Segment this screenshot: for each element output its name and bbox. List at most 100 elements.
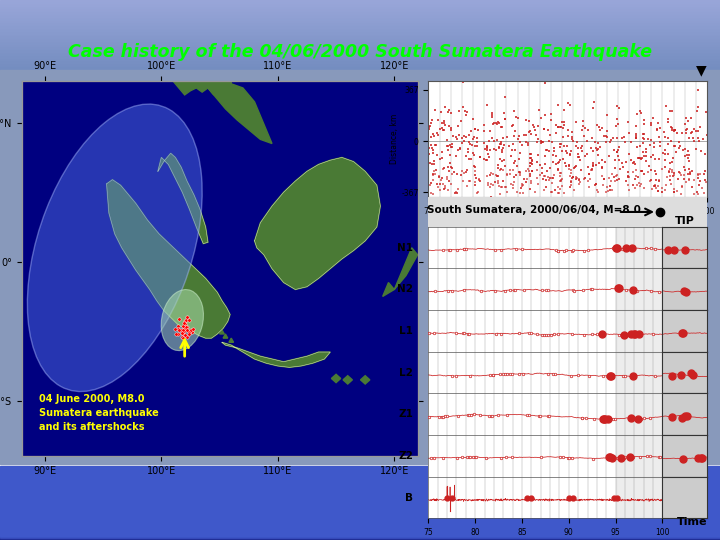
Point bbox=[626, 138, 637, 146]
Bar bbox=[0, 530, 720, 538]
Point bbox=[657, 188, 668, 197]
Point bbox=[437, 180, 449, 188]
Point bbox=[557, 133, 569, 141]
Point bbox=[436, 174, 447, 183]
Point bbox=[539, 79, 551, 87]
Point bbox=[467, 149, 478, 158]
Point bbox=[629, 160, 641, 169]
Point bbox=[600, 138, 611, 146]
Point bbox=[701, 130, 712, 139]
Point bbox=[650, 169, 662, 178]
Bar bbox=[0, 10, 720, 11]
Text: Z2: Z2 bbox=[398, 451, 413, 461]
Point bbox=[423, 125, 435, 133]
Point bbox=[659, 146, 670, 155]
Point bbox=[452, 185, 464, 193]
Point bbox=[667, 124, 678, 133]
Point bbox=[482, 141, 493, 150]
Text: L1: L1 bbox=[400, 326, 413, 336]
Point bbox=[674, 141, 685, 150]
Point bbox=[596, 172, 608, 181]
Point bbox=[541, 176, 552, 184]
Point bbox=[439, 181, 451, 190]
Point bbox=[546, 173, 558, 182]
Point bbox=[659, 156, 670, 164]
Point bbox=[177, 333, 189, 342]
Point bbox=[446, 123, 457, 132]
Point bbox=[568, 163, 580, 172]
Point bbox=[670, 147, 682, 156]
Point bbox=[582, 126, 594, 134]
Point bbox=[696, 147, 707, 156]
Point bbox=[570, 173, 582, 181]
Point bbox=[634, 181, 646, 190]
Point bbox=[481, 144, 492, 152]
Point bbox=[487, 120, 499, 129]
Point bbox=[532, 151, 544, 159]
Point bbox=[559, 118, 570, 127]
Bar bbox=[0, 535, 720, 538]
Point bbox=[467, 141, 478, 150]
Point bbox=[665, 123, 677, 131]
Point bbox=[508, 177, 519, 186]
Point bbox=[555, 175, 567, 184]
Point bbox=[469, 142, 481, 151]
Polygon shape bbox=[343, 376, 352, 384]
Ellipse shape bbox=[161, 289, 204, 350]
Point bbox=[638, 119, 649, 128]
Point bbox=[490, 170, 502, 179]
Point bbox=[441, 173, 453, 182]
Point bbox=[560, 147, 572, 156]
Point bbox=[179, 331, 191, 340]
Point bbox=[636, 153, 647, 162]
Point bbox=[668, 142, 680, 151]
Point bbox=[653, 176, 665, 184]
Point bbox=[630, 122, 642, 131]
Point bbox=[558, 189, 570, 198]
Point bbox=[428, 167, 440, 176]
Bar bbox=[0, 21, 720, 23]
Point bbox=[616, 159, 628, 167]
Point bbox=[443, 166, 454, 175]
Point bbox=[464, 137, 475, 146]
Point bbox=[611, 147, 623, 156]
Point bbox=[176, 326, 187, 334]
Point bbox=[436, 119, 448, 127]
Point bbox=[518, 188, 529, 197]
Point bbox=[554, 139, 566, 148]
Point bbox=[490, 145, 502, 154]
Point bbox=[675, 171, 687, 179]
Point bbox=[178, 323, 189, 332]
Point bbox=[554, 143, 566, 151]
Point bbox=[654, 124, 665, 132]
Point bbox=[647, 150, 659, 159]
Bar bbox=[0, 512, 720, 537]
Point bbox=[510, 157, 521, 165]
Point bbox=[438, 119, 450, 128]
Point bbox=[553, 157, 564, 166]
Point bbox=[521, 174, 532, 183]
Point bbox=[564, 172, 575, 180]
Point bbox=[645, 119, 657, 127]
Point bbox=[652, 181, 664, 190]
Point bbox=[557, 124, 569, 133]
Point bbox=[612, 120, 624, 129]
Point bbox=[186, 326, 197, 334]
Point bbox=[501, 132, 513, 141]
Point bbox=[537, 174, 549, 183]
Point bbox=[181, 313, 192, 322]
Point bbox=[549, 144, 560, 153]
Point bbox=[572, 150, 584, 158]
Point bbox=[649, 154, 661, 163]
Point bbox=[523, 141, 534, 150]
Point bbox=[570, 163, 581, 172]
Point bbox=[624, 173, 635, 181]
Point bbox=[601, 183, 613, 191]
Point bbox=[680, 177, 692, 186]
Point bbox=[563, 165, 575, 174]
Point bbox=[646, 176, 657, 184]
Point bbox=[451, 134, 463, 143]
Point bbox=[495, 194, 507, 203]
Point bbox=[469, 125, 481, 133]
Point bbox=[581, 150, 593, 159]
